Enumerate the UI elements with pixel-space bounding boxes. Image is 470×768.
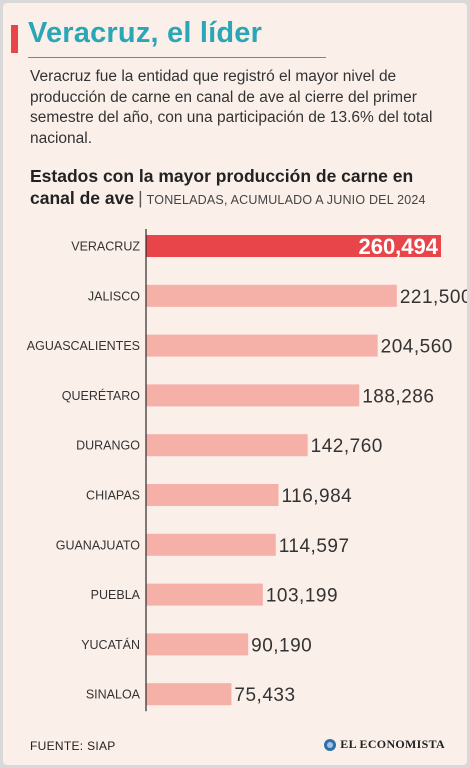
category-label-9: YUCATÁN [81,637,140,652]
chart-title-separator: | [138,188,143,208]
bar-6 [146,484,279,506]
value-label-4: 188,286 [362,386,434,407]
bar-5 [146,434,308,457]
bar-chart: VERACRUZ 260,494 JALISCO 221,500 AGUASCALIEN… [27,229,467,712]
value-label-7: 114,597 [279,536,350,557]
value-label-5: 142,760 [311,436,383,457]
title-accent-bar [11,25,18,53]
bar-3 [146,334,378,357]
page-title: Veracruz, el líder [28,17,263,49]
source-note: FUENTE: SIAP [30,739,116,753]
brand-name: EL ECONOMISTA [340,737,445,751]
category-label-2: JALISCO [88,289,140,303]
value-label-1: 260,494 [358,234,438,259]
bar-2 [146,284,397,307]
category-label-1: VERACRUZ [71,240,140,254]
category-label-5: DURANGO [76,439,140,453]
category-label-7: GUANAJUATO [56,538,141,552]
brand-logo: EL ECONOMISTA [324,737,445,752]
bar-7 [146,533,276,556]
value-label-8: 103,199 [266,586,338,607]
category-label-4: QUERÉTARO [62,388,141,403]
bar-4 [146,384,360,407]
value-label-10: 75,433 [234,685,295,706]
category-label-8: PUEBLA [91,588,141,602]
lead-paragraph: Veracruz fue la entidad que registró el … [30,68,433,147]
globe-icon [324,738,337,751]
infographic-card: Veracruz, el líder Veracruz fue la entid… [3,3,467,765]
chart-title-block: Estados con la mayor producción de carne… [30,165,460,211]
value-label-2: 221,500 [400,287,467,308]
title-underline [28,57,326,58]
chart-title: Estados con la mayor producción de carne… [30,166,414,208]
value-label-9: 90,190 [251,635,312,656]
category-label-6: CHIAPAS [86,489,140,503]
bar-10 [146,683,232,706]
bar-9 [146,633,249,656]
category-label-3: AGUASCALIENTES [27,339,140,353]
chart-subtitle: TONELADAS, ACUMULADO A JUNIO DEL 2024 [146,193,426,207]
bar-8 [146,583,263,606]
category-label-10: SINALOA [86,688,141,702]
value-label-6: 116,984 [281,486,352,507]
value-label-3: 204,560 [381,337,453,358]
bar-1 [146,235,441,257]
